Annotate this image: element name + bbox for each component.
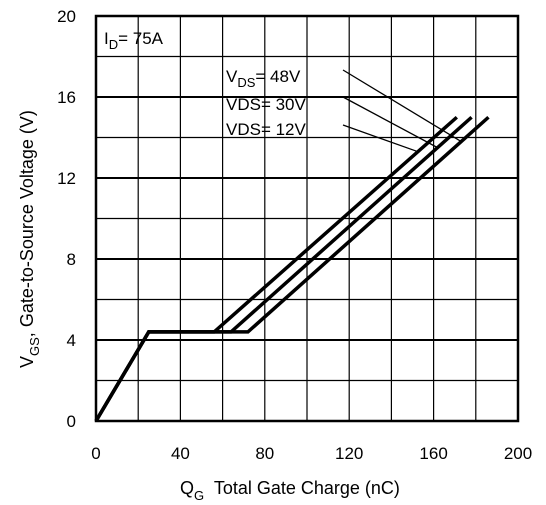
y-tick-label: 8 (67, 250, 76, 269)
y-axis-label: VGS, Gate-to-Source Voltage (V) (17, 110, 42, 368)
x-tick-label: 120 (335, 444, 363, 463)
y-axis-label-rest: , Gate-to-Source Voltage (V) (17, 110, 37, 337)
condition-label: ID= 75A (104, 29, 164, 52)
series-line-2 (94, 115, 458, 422)
y-axis-ticks: 0 4 8 12 16 20 (57, 7, 76, 431)
x-axis-label-main: Q (180, 478, 194, 498)
leader-line-2 (342, 124, 419, 153)
x-axis-label: QG Total Gate Charge (nC) (180, 478, 400, 503)
series-group (94, 115, 490, 422)
x-tick-label: 200 (504, 444, 532, 463)
label-leaders (342, 69, 462, 153)
series-label-0: VDS= 48V (226, 67, 301, 90)
grid (95, 15, 519, 422)
x-axis-ticks: 0 40 80 120 160 200 (91, 444, 532, 463)
x-tick-label: 160 (419, 444, 447, 463)
y-tick-label: 12 (57, 169, 76, 188)
y-axis-label-sub: GS (27, 337, 42, 356)
series-line-0 (94, 115, 490, 422)
x-axis-label-rest: Total Gate Charge (nC) (204, 478, 400, 498)
x-tick-label: 40 (171, 444, 190, 463)
condition-sub: D (109, 37, 118, 52)
series-label-2: VDS= 12V (226, 120, 307, 139)
leader-line-1 (342, 96, 438, 149)
y-tick-label: 4 (67, 331, 76, 350)
series-label-1: VDS= 30V (226, 95, 307, 114)
x-tick-label: 0 (91, 444, 100, 463)
y-tick-label: 0 (67, 412, 76, 431)
y-axis-label-main: V (17, 356, 37, 368)
x-tick-label: 80 (255, 444, 274, 463)
plot-frame (94, 14, 520, 423)
x-axis-label-sub: G (194, 488, 204, 503)
y-tick-label: 16 (57, 88, 76, 107)
condition-main: I (104, 29, 109, 48)
series-labels: VDS= 48V VDS= 30V VDS= 12V (226, 67, 307, 139)
condition-rest: = 75A (118, 29, 164, 48)
y-tick-label: 20 (57, 7, 76, 26)
leader-line-0 (342, 69, 462, 143)
